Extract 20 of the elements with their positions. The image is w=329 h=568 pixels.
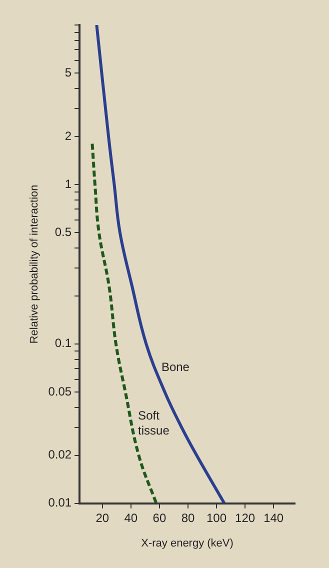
x-tick-label: 100 <box>206 510 227 525</box>
x-axis-title: X-ray energy (keV) <box>141 537 234 550</box>
x-tick-label: 40 <box>124 510 138 525</box>
y-tick-label: 0.02 <box>48 448 72 462</box>
x-tick-label: 140 <box>264 510 284 525</box>
x-tick-label: 20 <box>96 510 110 525</box>
series-label: Soft tissue <box>138 408 170 438</box>
series-label: Bone <box>161 360 190 374</box>
x-tick-label: 80 <box>181 510 195 525</box>
y-tick-label: 0.01 <box>48 496 72 510</box>
y-tick-label: 2 <box>64 128 72 143</box>
y-axis-title: Relative probability of interaction <box>28 184 41 344</box>
y-tick-label: 1 <box>64 176 72 191</box>
x-tick-label: 120 <box>235 510 256 525</box>
y-tick-label: 0.5 <box>54 224 72 239</box>
x-tick-label: 60 <box>152 510 166 525</box>
y-tick-label: 0.05 <box>48 384 72 398</box>
y-tick-label: 0.1 <box>54 336 72 350</box>
y-tick-label: 5 <box>64 65 72 80</box>
line-series <box>95 25 226 504</box>
